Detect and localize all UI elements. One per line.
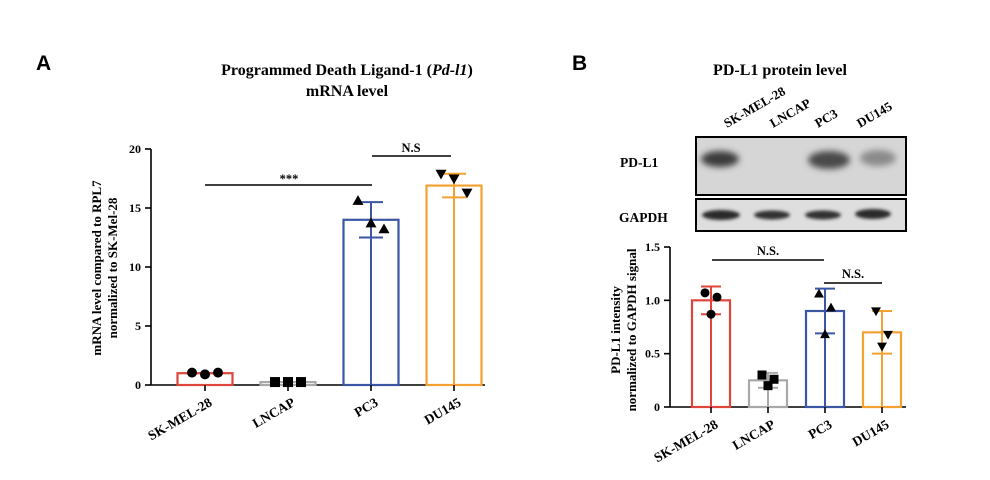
chart-a: 0 5 10 15 20 SK-MEL-28 LNCAP PC3 DU145 [129,142,485,443]
blot-band [860,150,896,166]
y-tick-label: 0 [135,378,141,392]
data-point [435,169,447,180]
data-point [296,377,306,388]
data-point [814,288,824,298]
data-point [365,217,377,228]
blot-row-label-pdl1: PD-L1 [620,155,658,170]
data-point [378,223,390,234]
y-tick-label: 1.5 [645,240,660,254]
panel-a-ylabel-line2: normalized to SK-Mel-28 [105,197,120,338]
x-tick-label: DU145 [850,416,892,449]
data-point [213,367,223,378]
blot-band [702,210,740,220]
x-tick-label: PC3 [352,394,381,419]
blot-band [808,151,850,169]
y-tick-label: 0.5 [645,347,660,361]
data-point [883,330,893,340]
data-point [200,369,210,380]
lane-label-4: DU145 [854,98,895,130]
panel-b-title: PD-L1 protein level [713,62,847,79]
data-point [769,374,779,384]
x-tick-label: LNCAP [250,395,298,431]
sig-b-label-2: N.S. [842,267,864,281]
y-tick-label: 20 [129,142,141,156]
data-point [763,381,773,391]
y-tick-label: 1.0 [645,293,660,307]
blot-band [754,210,790,220]
x-tick-label: SK-MEL-28 [651,416,720,465]
panel-a-ylabel-line1: mRNA level compared to RPL7 [89,180,104,356]
data-point [352,195,364,205]
data-point [757,370,767,380]
y-tick-label: 15 [129,201,141,215]
panel-a-title-line1: Programmed Death Ligand-1 (Pd-l1) [221,62,473,79]
sig-a-label-1: *** [280,172,299,186]
blot-pdl1 [695,136,907,196]
data-point [820,329,830,339]
data-point [187,367,197,378]
x-tick-label: DU145 [422,394,464,427]
x-tick-label: PC3 [806,416,835,441]
panel-b-ylabel-line2: normalized to GAPDH signal [624,248,639,411]
sig-a-label-2: N.S [401,141,420,155]
data-point [461,188,473,199]
sig-b-label-1: N.S. [757,244,779,258]
y-tick-label: 5 [135,319,141,333]
data-point [871,307,881,317]
y-tick-label: 10 [129,260,141,274]
panel-a-letter: A [36,52,51,75]
panel-b-letter: B [572,52,587,75]
blot-gapdh [695,198,907,232]
x-tick-label: LNCAP [730,417,778,453]
data-point [877,342,887,352]
panel-b-ylabel-line1: PD-L1 intensity [608,286,623,374]
panel-a-title-line2: mRNA level [306,83,389,100]
y-tick-label: 0 [654,400,660,414]
data-point [700,288,710,298]
data-point [448,174,460,185]
chart-b: 0 0.5 1.0 1.5 SK-MEL-28 LNCAP PC3 DU145 [645,240,906,465]
blot-band [701,151,739,167]
data-point [270,377,280,388]
x-tick-label: SK-MEL-28 [145,394,214,443]
blot-row-label-gapdh: GAPDH [619,210,668,225]
lane-label-3: PC3 [812,105,841,130]
data-point [712,292,722,302]
data-point [706,309,716,319]
blot-band [805,210,841,220]
data-point [826,302,836,312]
data-point [283,377,293,388]
blot-band [855,209,891,219]
